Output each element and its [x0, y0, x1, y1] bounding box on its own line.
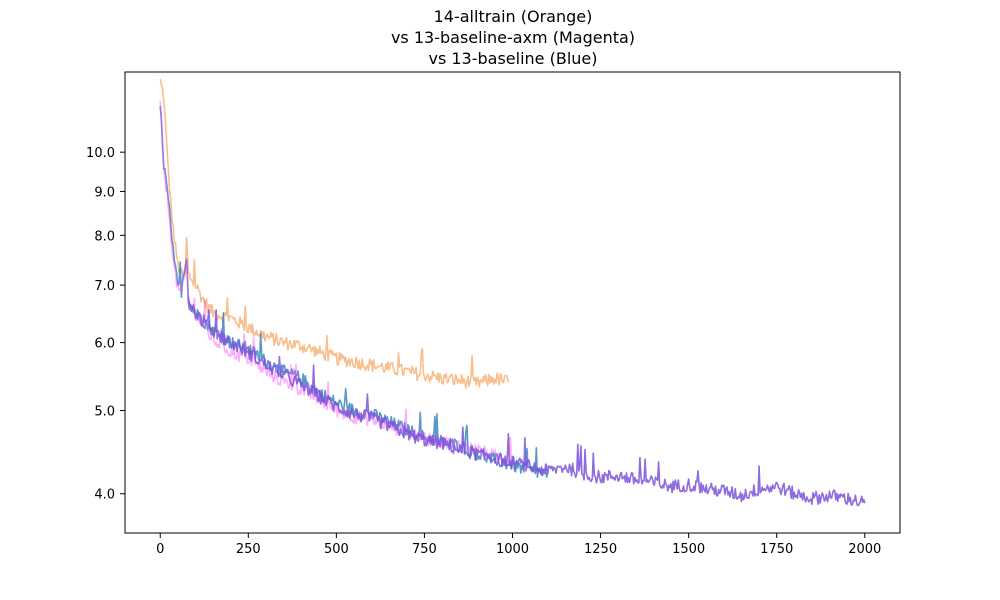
x-axis: 0 250 500 750 1000 1250 1500 1750 2000: [156, 533, 881, 557]
x-tick-label: 2000: [848, 542, 881, 557]
x-tick-label: 1500: [672, 542, 705, 557]
y-tick-label: 7.0: [94, 279, 115, 294]
y-tick-label: 8.0: [94, 229, 115, 244]
title-line-2: vs 13-baseline-axm (Magenta): [391, 28, 635, 47]
x-tick-label: 0: [156, 542, 164, 557]
y-tick-label: 9.0: [94, 185, 115, 200]
title-line-1: 14-alltrain (Orange): [434, 7, 593, 26]
series-line-3: [187, 297, 866, 507]
series-group: [159, 78, 866, 507]
x-tick-label: 250: [236, 542, 261, 557]
chart-title: 14-alltrain (Orange) vs 13-baseline-axm …: [391, 7, 635, 68]
series-line-0: [159, 78, 510, 389]
y-axis: 4.0 5.0 6.0 7.0 8.0 9.0 10.0: [86, 146, 125, 503]
x-tick-label: 1250: [584, 542, 617, 557]
y-tick-label: 5.0: [94, 405, 115, 420]
x-tick-label: 750: [412, 542, 437, 557]
title-line-3: vs 13-baseline (Blue): [428, 49, 597, 68]
series-line-2: [159, 101, 514, 467]
y-tick-label: 6.0: [94, 337, 115, 352]
x-tick-label: 500: [324, 542, 349, 557]
y-tick-label: 10.0: [86, 146, 115, 161]
x-tick-label: 1750: [760, 542, 793, 557]
x-tick-label: 1000: [496, 542, 529, 557]
y-tick-label: 4.0: [94, 488, 115, 503]
